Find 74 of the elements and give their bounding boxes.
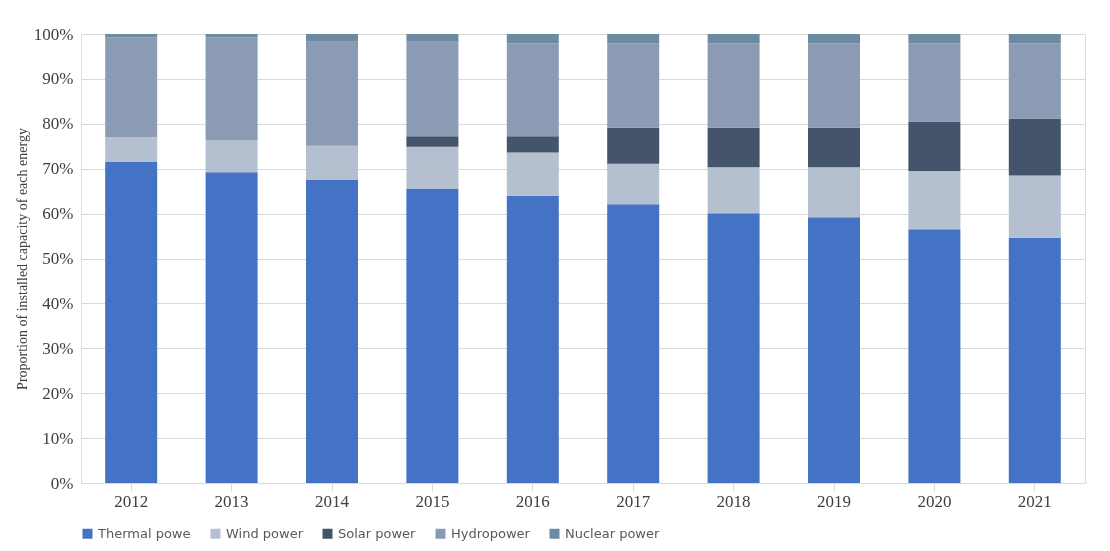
- x-tick-label: 2017: [616, 491, 651, 511]
- y-tick-label: 0%: [50, 473, 74, 493]
- bar: [1008, 34, 1061, 44]
- bar: [707, 34, 760, 44]
- y-tick-label: 60%: [42, 204, 74, 224]
- bar: [908, 170, 961, 230]
- bar: [707, 43, 760, 128]
- bar: [908, 34, 961, 44]
- bar: [506, 43, 559, 137]
- bar: [908, 43, 961, 122]
- x-tick-label: 2019: [817, 491, 851, 511]
- x-tick-label: 2021: [1017, 491, 1052, 511]
- bar: [506, 34, 559, 44]
- x-tick-label: 2013: [214, 491, 249, 511]
- y-tick-label: 70%: [42, 159, 74, 179]
- y-tick-label: 50%: [42, 249, 74, 268]
- bar: [1008, 43, 1061, 119]
- bar: [306, 145, 358, 180]
- bar: [808, 127, 860, 168]
- bar: [1008, 118, 1061, 176]
- bar: [105, 137, 158, 162]
- bar: [506, 152, 559, 196]
- x-tick-label: 2018: [716, 491, 751, 511]
- legend-label: Solar power: [338, 525, 417, 541]
- y-axis-title: Proportion of installed capacity of each energy: [14, 128, 30, 390]
- bar: [1008, 175, 1061, 238]
- y-tick-label: 30%: [42, 338, 74, 358]
- x-tick-label: 2014: [315, 491, 350, 511]
- bar: [908, 121, 961, 171]
- y-tick-label: 90%: [42, 69, 74, 89]
- bar: [808, 217, 860, 483]
- bar: [105, 34, 158, 38]
- bar: [506, 136, 559, 153]
- bar: [406, 34, 459, 42]
- bar: [607, 34, 660, 44]
- bar: [607, 204, 660, 483]
- legend-label: Wind power: [226, 525, 304, 541]
- bar: [406, 188, 459, 483]
- legend-label: Hydropower: [451, 525, 531, 541]
- bar: [707, 213, 760, 483]
- x-tick-label: 2012: [114, 491, 149, 511]
- bar: [506, 195, 559, 483]
- legend-label: Nuclear power: [565, 525, 660, 541]
- bar: [808, 34, 860, 44]
- bar: [406, 41, 459, 137]
- x-tick-label: 2016: [515, 491, 550, 511]
- legend-label: Thermal powe: [97, 525, 191, 541]
- bar: [908, 229, 961, 483]
- y-tick-label: 80%: [42, 114, 74, 134]
- x-tick-label: 2015: [415, 491, 450, 511]
- y-tick-label: 100%: [33, 24, 74, 44]
- y-tick-label: 40%: [42, 293, 74, 313]
- bar: [306, 179, 358, 483]
- bar: [707, 127, 760, 168]
- bar: [406, 136, 459, 147]
- bar: [205, 37, 258, 141]
- bar: [205, 34, 258, 38]
- x-tick-label: 2020: [917, 491, 952, 511]
- y-tick-label: 20%: [42, 383, 74, 403]
- bar: [105, 161, 158, 483]
- bar: [607, 127, 660, 164]
- bar: [808, 43, 860, 128]
- bar: [306, 41, 358, 146]
- bar: [205, 140, 258, 173]
- bar: [607, 163, 660, 205]
- bar: [707, 167, 760, 214]
- bar: [205, 172, 258, 483]
- bar: [406, 146, 459, 189]
- y-tick-label: 10%: [42, 428, 74, 448]
- bar: [808, 167, 860, 218]
- bar: [607, 43, 660, 128]
- bar: [306, 34, 358, 42]
- bar: [1008, 237, 1061, 483]
- bar: [105, 37, 158, 138]
